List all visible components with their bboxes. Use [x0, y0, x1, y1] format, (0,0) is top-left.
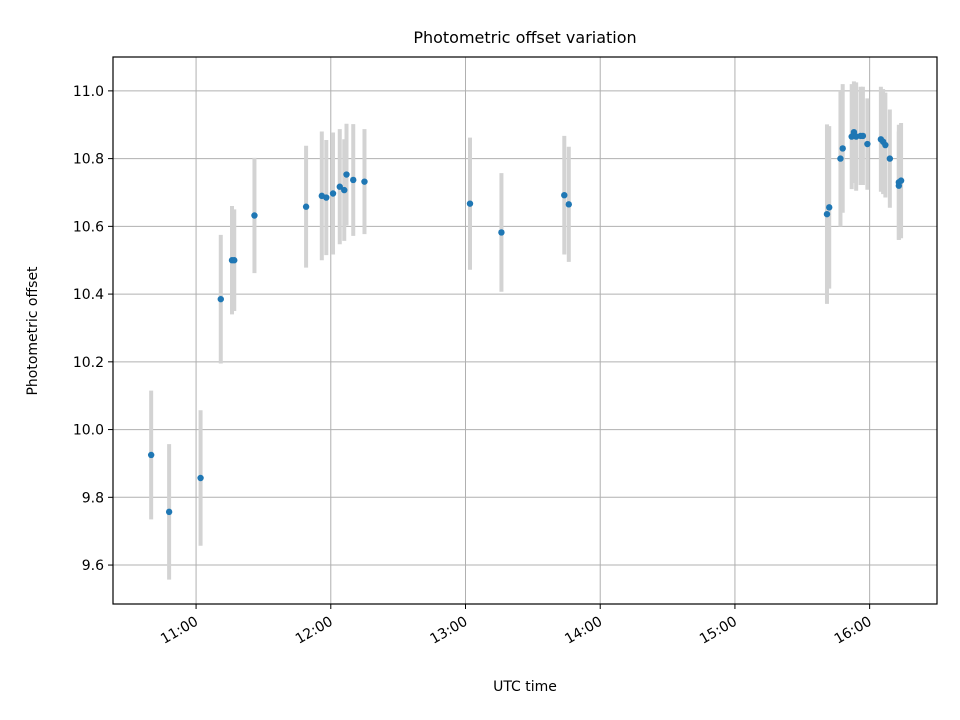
- data-point: [826, 204, 833, 211]
- data-point: [251, 212, 258, 219]
- y-tick-label: 10.0: [73, 423, 104, 439]
- data-points: [147, 128, 905, 516]
- y-tick-label: 10.6: [73, 219, 104, 235]
- errorbars: [149, 81, 904, 580]
- data-point: [323, 194, 330, 201]
- y-tick-label: 11.0: [73, 84, 104, 100]
- data-point: [823, 210, 831, 218]
- data-point: [837, 155, 844, 162]
- data-point: [329, 190, 337, 197]
- data-point: [565, 201, 572, 208]
- data-point: [886, 155, 894, 162]
- plot-frame: [112, 56, 938, 605]
- y-tick-label: 10.4: [73, 287, 104, 303]
- chart-title: Photometric offset variation: [413, 28, 636, 47]
- x-axis: 11:00 12:00 13:00 14:00 15:00 16:00: [158, 604, 875, 648]
- x-tick-label: 15:00: [697, 614, 740, 648]
- data-point: [361, 178, 368, 185]
- data-point: [864, 140, 871, 148]
- x-tick-label: 14:00: [562, 614, 605, 648]
- data-point: [197, 474, 204, 482]
- data-point: [859, 132, 867, 140]
- data-point: [231, 257, 238, 264]
- x-tick-label: 16:00: [832, 614, 875, 648]
- data-point: [882, 141, 889, 149]
- data-point: [561, 191, 568, 199]
- data-point: [147, 451, 155, 459]
- data-point: [498, 229, 505, 236]
- y-axis: 9.6 9.8 10.0 10.2 10.4 10.6 10.8 11.0: [73, 84, 113, 574]
- data-point: [350, 176, 357, 184]
- data-point: [341, 186, 348, 194]
- y-tick-label: 10.8: [73, 152, 104, 168]
- y-tick-label: 10.2: [73, 355, 104, 371]
- x-axis-label: UTC time: [493, 679, 557, 695]
- data-point: [165, 508, 173, 516]
- data-point: [336, 183, 343, 190]
- x-tick-label: 11:00: [158, 614, 201, 648]
- data-point: [217, 295, 224, 303]
- data-point: [343, 171, 350, 178]
- data-point: [466, 200, 474, 207]
- x-tick-label: 13:00: [428, 614, 471, 648]
- data-point: [897, 177, 905, 184]
- y-tick-label: 9.6: [82, 558, 104, 574]
- y-axis-label: Photometric offset: [25, 266, 41, 396]
- data-point: [302, 203, 310, 210]
- y-tick-label: 9.8: [82, 490, 104, 506]
- data-point: [839, 145, 846, 152]
- x-tick-label: 12:00: [293, 614, 336, 648]
- grid: [113, 57, 937, 604]
